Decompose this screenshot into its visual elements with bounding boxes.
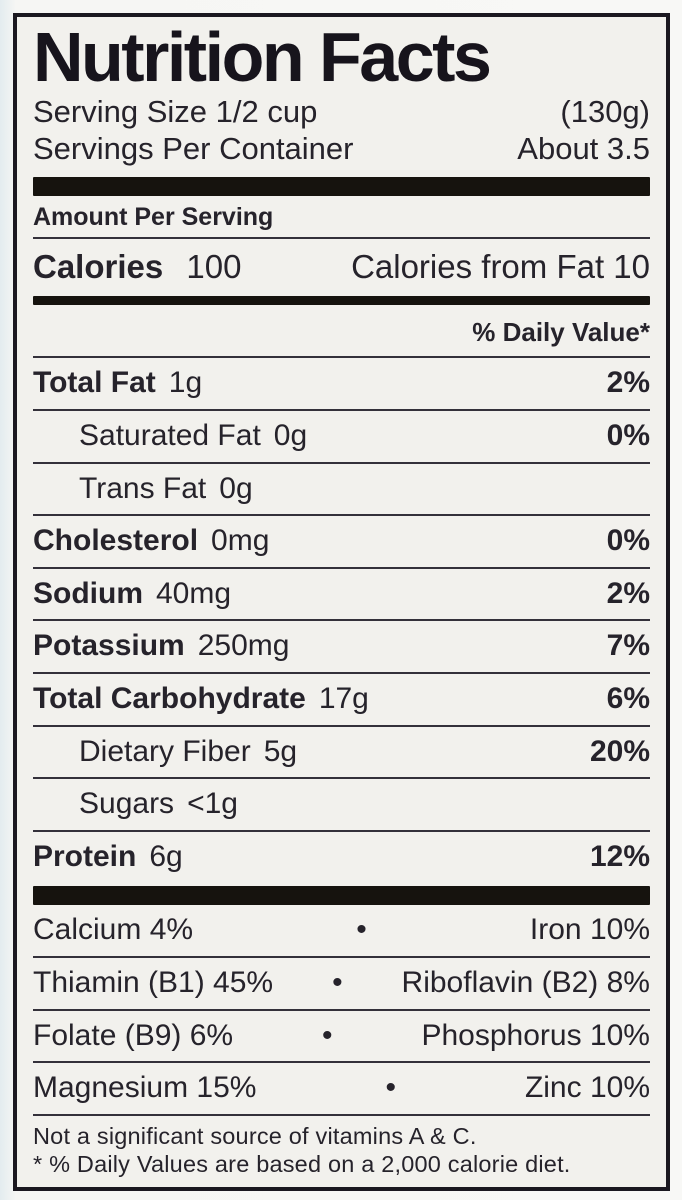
nutrient-dv: 20% <box>589 734 650 768</box>
nutrient-row-trans-fat: Trans Fat 0g <box>33 461 650 515</box>
serving-size-label: Serving Size 1/2 cup <box>33 93 318 129</box>
nutrition-facts-label: Nutrition Facts Serving Size 1/2 cup (13… <box>13 13 670 1191</box>
micronutrient-right: Phosphorus 10% <box>421 1018 650 1052</box>
nutrient-amount: 5g <box>263 734 298 768</box>
nutrient-amount: 0g <box>273 418 308 452</box>
nutrient-name: Potassium <box>33 629 185 663</box>
micronutrient-right: Iron 10% <box>529 913 650 947</box>
daily-value-header: % Daily Value* <box>33 305 650 359</box>
nutrient-dv: 0% <box>606 418 650 452</box>
nutrient-dv: 7% <box>606 629 650 663</box>
nutrient-name: Dietary Fiber <box>79 734 251 768</box>
bullet-separator: • <box>356 913 367 947</box>
nutrient-name: Protein <box>33 839 137 873</box>
nutrient-amount: 1g <box>168 366 203 400</box>
servings-per-container-label: Servings Per Container <box>33 130 354 166</box>
nutrient-row-total-carbohydrate: Total Carbohydrate 17g 6% <box>33 671 650 725</box>
micronutrient-left: Thiamin (B1) 45% <box>33 965 274 999</box>
micronutrient-row-magnesium-zinc: Magnesium 15% • Zinc 10% <box>33 1063 650 1116</box>
serving-size-row: Serving Size 1/2 cup (130g) <box>33 94 650 131</box>
nutrient-row-protein: Protein 6g 12% <box>33 829 650 883</box>
nutrient-row-dietary-fiber: Dietary Fiber 5g 20% <box>33 724 650 778</box>
nutrient-row-cholesterol: Cholesterol 0mg 0% <box>33 514 650 567</box>
nutrient-amount: 40mg <box>156 576 232 610</box>
micronutrient-row-thiamin-riboflavin: Thiamin (B1) 45% • Riboflavin (B2) 8% <box>33 958 650 1011</box>
nutrient-name: Cholesterol <box>33 524 199 558</box>
micronutrient-left: Magnesium 15% <box>33 1071 257 1105</box>
divider-thick-top <box>33 177 650 196</box>
bullet-separator: • <box>322 1018 333 1052</box>
nutrient-amount: 6g <box>149 839 183 873</box>
footnote-daily-values: * % Daily Values are based on a 2,000 ca… <box>33 1151 571 1178</box>
calories-group: Calories 100 <box>33 248 241 286</box>
servings-per-container-row: Servings Per Container About 3.5 <box>33 131 650 168</box>
calories-label: Calories <box>33 247 164 285</box>
nutrient-name: Sodium <box>33 576 143 610</box>
serving-size-weight: (130g) <box>560 93 650 129</box>
micronutrient-left: Calcium 4% <box>33 913 194 947</box>
nutrient-name: Sugars <box>79 787 175 821</box>
servings-per-container-value: About 3.5 <box>517 130 650 166</box>
calories-row: Calories 100 Calories from Fat 10 <box>33 239 650 296</box>
nutrient-amount: 17g <box>318 681 369 715</box>
label-title: Nutrition Facts <box>33 18 492 96</box>
nutrient-name: Trans Fat <box>79 471 207 505</box>
nutrient-name: Total Carbohydrate <box>33 681 306 715</box>
bullet-separator: • <box>385 1071 396 1105</box>
micronutrient-right: Riboflavin (B2) 8% <box>401 965 650 999</box>
micronutrient-row-folate-phosphorus: Folate (B9) 6% • Phosphorus 10% <box>33 1011 650 1064</box>
nutrient-name: Total Fat <box>33 366 156 400</box>
micronutrient-left: Folate (B9) 6% <box>33 1018 234 1052</box>
nutrient-dv: 0% <box>606 524 650 558</box>
nutrient-amount: 250mg <box>197 629 290 663</box>
micronutrient-right: Zinc 10% <box>524 1071 650 1105</box>
nutrient-dv: 2% <box>606 576 650 610</box>
micronutrient-table: Calcium 4% • Iron 10% Thiamin (B1) 45% •… <box>33 905 650 1116</box>
nutrient-name: Saturated Fat <box>79 418 261 452</box>
nutrient-row-sugars: Sugars <1g <box>33 777 650 830</box>
divider-medium <box>33 295 650 306</box>
amount-per-serving-heading: Amount Per Serving <box>33 196 650 239</box>
nutrient-row-sodium: Sodium 40mg 2% <box>33 566 650 620</box>
nutrient-row-potassium: Potassium 250mg 7% <box>33 619 650 672</box>
nutrient-amount: 0g <box>219 471 253 505</box>
nutrient-table: Total Fat 1g 2% Saturated Fat 0g 0% Trans … <box>33 358 650 882</box>
bullet-separator: • <box>332 965 343 999</box>
nutrient-dv: 2% <box>606 366 650 400</box>
nutrient-row-saturated-fat: Saturated Fat 0g 0% <box>33 408 650 462</box>
footnote-vitamins: Not a significant source of vitamins A &… <box>33 1122 477 1149</box>
nutrient-amount: 0mg <box>211 524 270 558</box>
divider-thick-bottom <box>33 886 650 906</box>
micronutrient-row-calcium-iron: Calcium 4% • Iron 10% <box>33 905 650 958</box>
calories-from-fat: Calories from Fat 10 <box>351 247 650 285</box>
footnotes: Not a significant source of vitamins A &… <box>33 1116 650 1187</box>
nutrient-dv: 12% <box>589 839 650 873</box>
nutrient-amount: <1g <box>187 787 238 821</box>
nutrient-dv: 6% <box>606 681 650 715</box>
calories-value: 100 <box>186 247 242 285</box>
nutrient-row-total-fat: Total Fat 1g 2% <box>33 358 650 409</box>
